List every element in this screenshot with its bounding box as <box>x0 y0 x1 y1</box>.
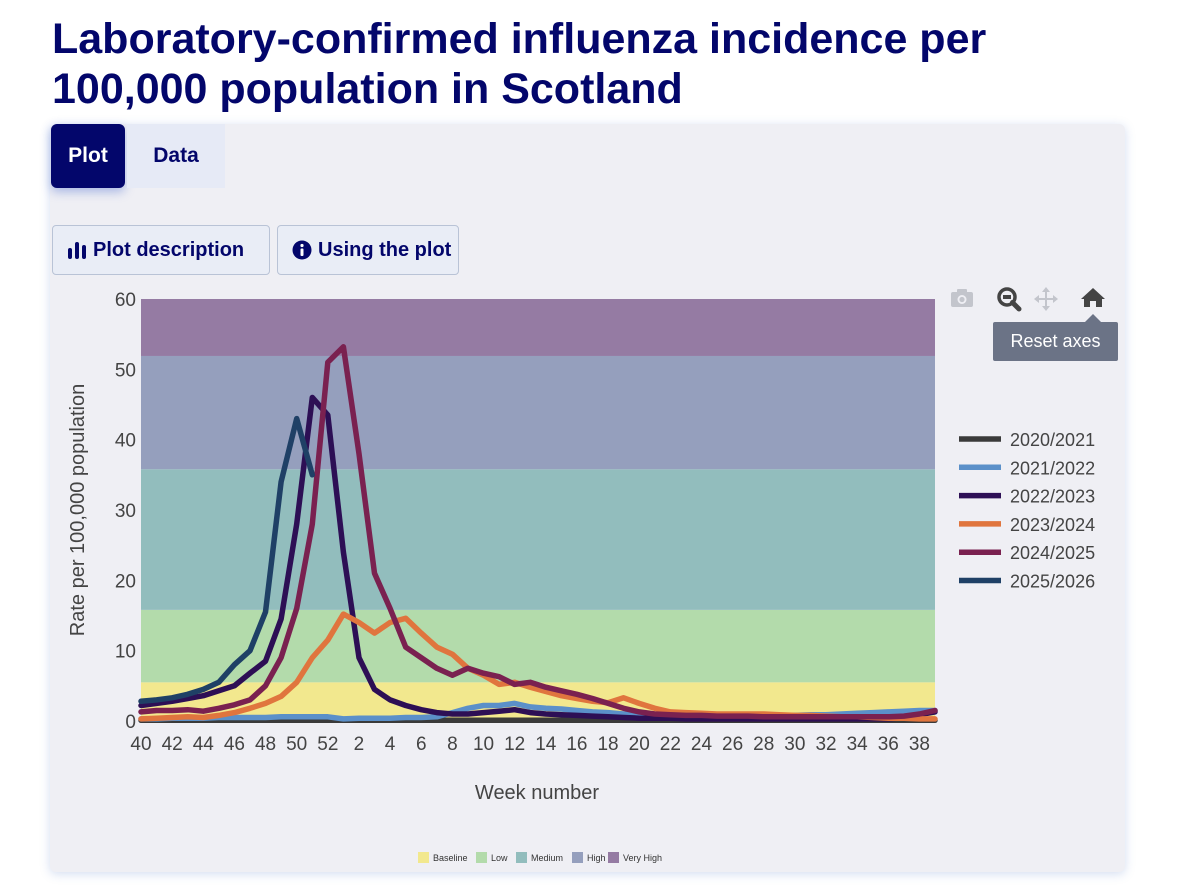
band-legend-swatch <box>516 852 527 863</box>
plot-description-label: Plot description <box>93 238 245 261</box>
x-tick-label: 4 <box>385 734 396 755</box>
band-legend-swatch <box>476 852 487 863</box>
x-axis-title: Week number <box>475 782 599 804</box>
camera-icon[interactable] <box>949 286 975 310</box>
x-tick-label: 46 <box>224 734 245 755</box>
y-tick-label: 20 <box>115 571 136 592</box>
x-tick-label: 2 <box>354 734 365 755</box>
x-tick-label: 16 <box>566 734 587 755</box>
plot-description-button[interactable]: Plot description <box>52 225 270 275</box>
using-plot-label: Using the plot <box>318 238 452 261</box>
x-tick-label: 22 <box>660 734 681 755</box>
band-medium <box>141 469 935 610</box>
x-tick-label: 14 <box>535 734 557 755</box>
x-tick-label: 50 <box>286 734 307 755</box>
x-tick-label: 40 <box>130 734 151 755</box>
legend-label: 2024/2025 <box>1010 543 1095 563</box>
legend-label: 2022/2023 <box>1010 487 1095 507</box>
x-tick-label: 30 <box>784 734 805 755</box>
y-tick-label: 10 <box>115 642 136 663</box>
series-line-2024-2025 <box>138 344 938 720</box>
page-title: Laboratory-confirmed influenza incidence… <box>52 15 987 113</box>
bar-chart-icon <box>68 242 86 259</box>
y-tick-label: 50 <box>115 360 136 381</box>
legend-label: 2023/2024 <box>1010 515 1095 535</box>
x-tick-label: 38 <box>909 734 930 755</box>
x-tick-label: 42 <box>162 734 183 755</box>
x-tick-label: 20 <box>629 734 650 755</box>
reset-axes-tooltip: Reset axes <box>993 314 1118 361</box>
x-tick-label: 12 <box>504 734 525 755</box>
band-legend-label: Very High <box>623 853 662 863</box>
legend-label: 2021/2022 <box>1010 458 1095 478</box>
zoom-icon[interactable] <box>996 286 1022 312</box>
band-legend-swatch <box>608 852 619 863</box>
band-legend-label: High <box>587 853 606 863</box>
legend-label: 2025/2026 <box>1010 572 1095 592</box>
x-tick-label: 36 <box>878 734 899 755</box>
legend-label: 2020/2021 <box>1010 430 1095 450</box>
pan-icon[interactable] <box>1033 286 1059 312</box>
tab-data[interactable]: Data <box>127 124 225 188</box>
x-tick-label: 10 <box>473 734 494 755</box>
y-tick-label: 0 <box>125 712 136 733</box>
band-legend-swatch <box>418 852 429 863</box>
x-tick-label: 26 <box>722 734 743 755</box>
y-tick-label: 30 <box>115 501 136 522</box>
band-legend-label: Baseline <box>433 853 468 863</box>
band-very-high <box>141 299 935 356</box>
using-plot-button[interactable]: Using the plot <box>277 225 459 275</box>
x-tick-label: 52 <box>317 734 338 755</box>
x-tick-label: 18 <box>597 734 618 755</box>
x-tick-label: 24 <box>691 734 713 755</box>
x-tick-label: 8 <box>447 734 458 755</box>
band-legend-label: Medium <box>531 853 563 863</box>
series-line-2025-2026 <box>138 415 316 705</box>
x-tick-label: 44 <box>193 734 215 755</box>
x-tick-label: 48 <box>255 734 276 755</box>
x-tick-label: 28 <box>753 734 774 755</box>
y-axis-title: Rate per 100,000 population <box>67 384 89 636</box>
x-tick-label: 6 <box>416 734 427 755</box>
x-tick-label: 32 <box>815 734 836 755</box>
x-tick-label: 34 <box>847 734 869 755</box>
band-legend-swatch <box>572 852 583 863</box>
info-icon <box>292 240 312 260</box>
band-legend-label: Low <box>491 853 508 863</box>
y-tick-label: 60 <box>115 290 136 311</box>
y-tick-label: 40 <box>115 431 136 452</box>
band-high <box>141 355 935 470</box>
home-icon[interactable] <box>1080 286 1106 310</box>
tab-plot[interactable]: Plot <box>51 124 125 188</box>
